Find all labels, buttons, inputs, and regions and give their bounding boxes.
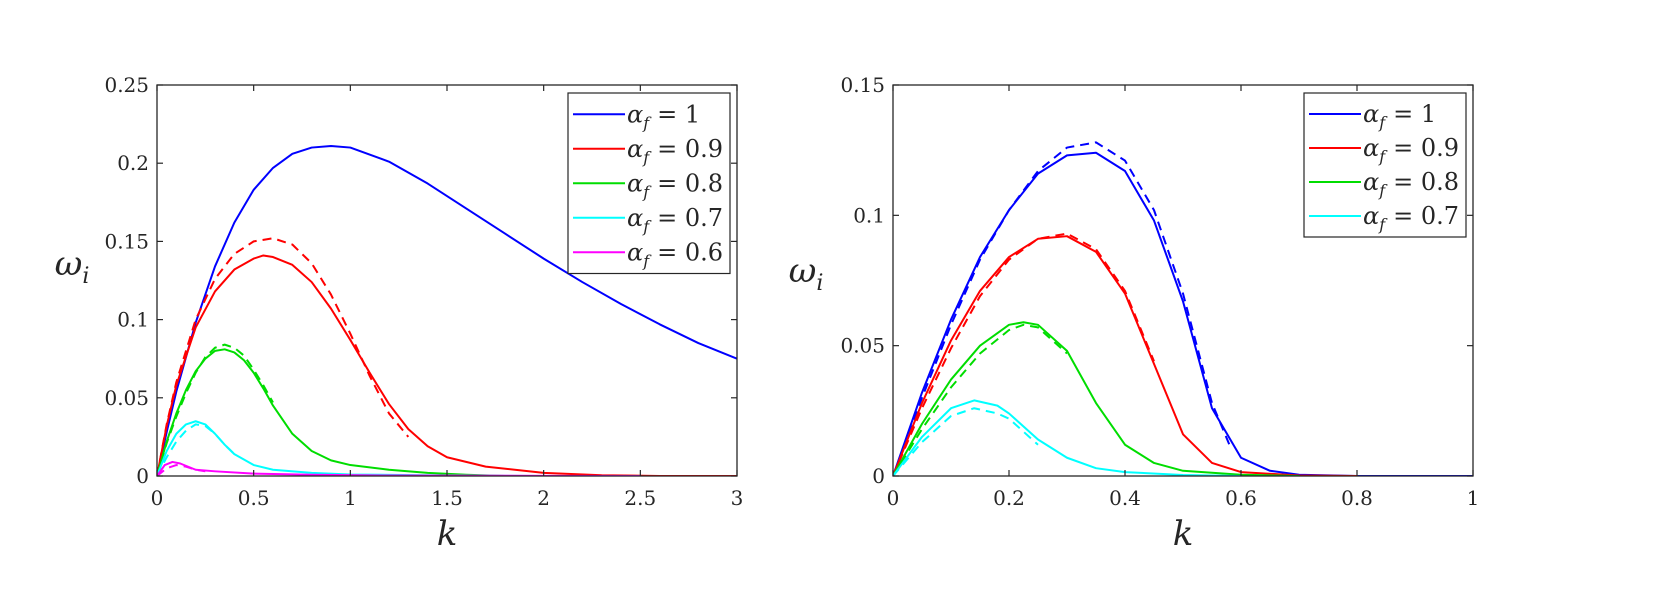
legend-entry-value: = 0.7 [1393, 202, 1459, 230]
x-tick-label: 0.8 [1341, 486, 1373, 510]
x-tick-label: 0 [151, 486, 164, 510]
y-axis-label-main: ω [789, 251, 817, 291]
legend-entry-symbol: α [627, 204, 643, 232]
legend-entry-value: = 0.9 [657, 135, 723, 163]
legend-entry-label: αf = 0.7 [627, 204, 723, 236]
x-axis-label: k [437, 514, 458, 554]
legend-entry-subscript: f [1378, 181, 1388, 200]
series-3-dashed-line [157, 423, 236, 476]
legend-entry-subscript: f [642, 217, 652, 236]
y-axis-label-subscript: i [82, 264, 89, 289]
series-0-solid-line [893, 151, 1473, 476]
legend-entry-value: = 0.6 [657, 238, 723, 266]
x-tick-label: 0.5 [238, 486, 270, 510]
legend-entry-label: αf = 1 [627, 100, 700, 132]
y-tick-label: 0.1 [117, 308, 149, 332]
series-1-dashed-line [157, 237, 410, 476]
x-tick-label: 1 [1467, 486, 1480, 510]
legend-entry-label: αf = 0.8 [627, 169, 723, 201]
y-tick-label: 0.2 [117, 151, 149, 175]
series-3-solid-line [157, 420, 545, 476]
legend-entry-symbol: α [627, 169, 643, 197]
series-0-solid-line [157, 145, 737, 476]
y-axis-label: ωi [789, 251, 824, 296]
x-tick-label: 2 [537, 486, 550, 510]
y-tick-label: 0.15 [104, 229, 149, 253]
plot-area [893, 141, 1473, 476]
legend-entry-label: αf = 0.7 [1363, 202, 1459, 234]
legend-entry-subscript: f [642, 251, 652, 270]
series-1-solid-line [157, 254, 737, 476]
y-tick-label: 0.05 [104, 386, 149, 410]
legend-entry-symbol: α [1363, 202, 1379, 230]
series-2-solid-line [893, 321, 1300, 476]
legend-entry-value: = 0.8 [1393, 168, 1459, 196]
legend-entry-label: αf = 0.9 [627, 135, 723, 167]
legend-entry-value: = 0.7 [657, 204, 723, 232]
series-0-dashed-line [893, 141, 1231, 476]
y-axis-label-subscript: i [816, 271, 823, 296]
y-tick-label: 0.25 [104, 73, 149, 97]
y-tick-label: 0 [136, 464, 149, 488]
x-tick-label: 0.6 [1225, 486, 1257, 510]
series-3-solid-line [893, 399, 1242, 476]
series-2-solid-line [157, 348, 506, 476]
legend: αf = 1αf = 0.9αf = 0.8αf = 0.7αf = 0.6 [567, 92, 731, 275]
series-2-dashed-line [893, 323, 1068, 476]
x-tick-label: 2.5 [624, 486, 656, 510]
x-tick-label: 0 [887, 486, 900, 510]
legend-entry-label: αf = 0.9 [1363, 134, 1459, 166]
legend-entry-symbol: α [627, 100, 643, 128]
y-tick-label: 0.1 [853, 203, 885, 227]
y-tick-label: 0.05 [840, 334, 885, 358]
legend-entry-subscript: f [642, 148, 652, 167]
legend-box [1303, 92, 1467, 238]
legend-entry-value: = 0.8 [657, 169, 723, 197]
series-3-dashed-line [893, 407, 1039, 476]
legend-entry-label: αf = 0.8 [1363, 168, 1459, 200]
legend-entry-symbol: α [627, 238, 643, 266]
y-axis-label: ωi [55, 244, 90, 289]
y-tick-label: 0 [872, 464, 885, 488]
legend-entry-label: αf = 0.6 [627, 238, 723, 270]
x-tick-label: 1 [344, 486, 357, 510]
legend-entry-symbol: α [627, 135, 643, 163]
x-tick-label: 0.4 [1109, 486, 1141, 510]
legend: αf = 1αf = 0.9αf = 0.8αf = 0.7 [1303, 92, 1467, 238]
legend-entry-subscript: f [1378, 147, 1388, 166]
axes-box [892, 84, 1474, 477]
legend-entry-value: = 1 [1393, 100, 1436, 128]
y-tick-label: 0.15 [840, 73, 885, 97]
x-tick-label: 0.2 [993, 486, 1025, 510]
legend-entry-value: = 0.9 [1393, 134, 1459, 162]
legend-entry-subscript: f [1378, 113, 1388, 132]
legend-entry-symbol: α [1363, 168, 1379, 196]
legend-entry-symbol: α [1363, 100, 1379, 128]
series-1-dashed-line [893, 232, 1155, 476]
y-axis-label-main: ω [55, 244, 83, 284]
x-tick-label: 1.5 [431, 486, 463, 510]
legend-entry-symbol: α [1363, 134, 1379, 162]
legend-entry-subscript: f [642, 113, 652, 132]
legend-entry-label: αf = 1 [1363, 100, 1436, 132]
legend-entry-subscript: f [642, 182, 652, 201]
x-axis-label: k [1173, 514, 1194, 554]
legend-entry-subscript: f [1378, 215, 1388, 234]
x-tick-label: 3 [731, 486, 744, 510]
series-1-solid-line [893, 235, 1358, 476]
series-2-dashed-line [157, 343, 274, 476]
legend-entry-value: = 1 [657, 100, 700, 128]
